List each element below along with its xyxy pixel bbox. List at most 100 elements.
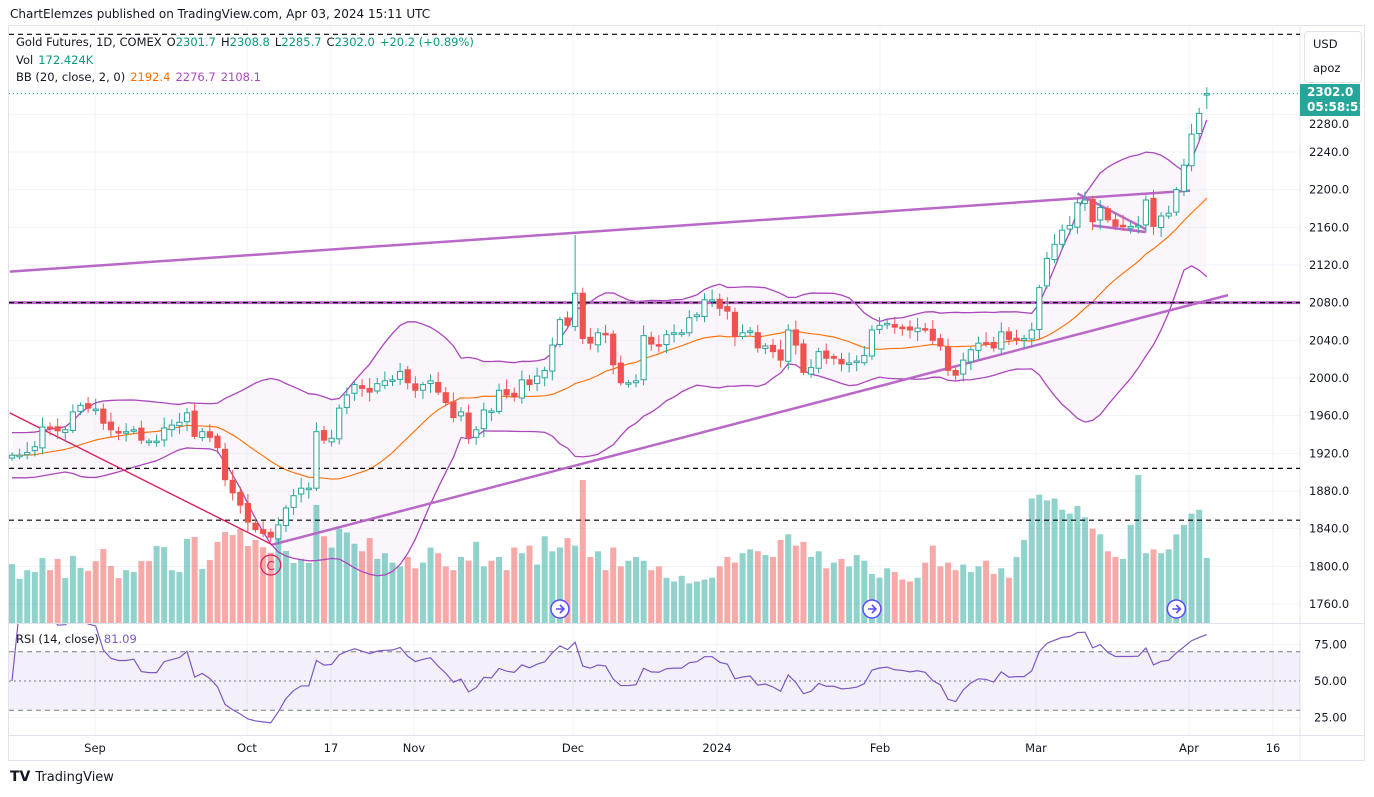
- volume-bar: [937, 566, 944, 623]
- candle-body: [1135, 224, 1142, 228]
- volume-bar: [389, 562, 396, 623]
- volume-bar: [876, 577, 883, 623]
- candle-body: [244, 502, 252, 523]
- candle-body: [69, 411, 76, 431]
- volume-bar: [572, 545, 579, 623]
- volume-bar: [770, 556, 776, 623]
- volume-bar: [564, 538, 571, 623]
- volume-bar: [9, 564, 15, 623]
- candle-body: [1097, 207, 1104, 221]
- candle-body: [785, 329, 792, 362]
- volume-bar: [640, 560, 647, 623]
- candle-body: [290, 495, 297, 508]
- candle-body: [1127, 225, 1134, 229]
- volume-bar: [1089, 528, 1096, 623]
- price-tick-label: 2280.0: [1309, 117, 1349, 131]
- candle-body: [846, 362, 853, 365]
- candle-body: [944, 346, 952, 371]
- volume-bar: [397, 566, 404, 623]
- volume-bar: [823, 568, 830, 623]
- candle-body: [594, 332, 602, 346]
- candle-body: [617, 362, 624, 384]
- candle-body: [579, 292, 586, 339]
- candle-body: [709, 299, 716, 302]
- candle-body: [853, 360, 860, 364]
- volume-bar: [1028, 498, 1035, 623]
- volume-bar: [153, 546, 160, 623]
- candle-body: [358, 385, 366, 389]
- trendline-rising-support: [271, 293, 1229, 546]
- volume-bar: [435, 553, 442, 623]
- rsi-line: [11, 624, 1207, 724]
- volume-bar: [39, 558, 46, 623]
- volume-bar: [967, 572, 974, 623]
- candle-body: [123, 431, 130, 434]
- candle-body: [663, 334, 670, 345]
- event-arrow-icon[interactable]: [862, 599, 882, 619]
- candle-body: [191, 410, 198, 437]
- candle-body: [686, 317, 693, 334]
- time-tick-label: Dec: [562, 741, 584, 755]
- candle-body: [199, 431, 206, 439]
- candle-body: [724, 306, 731, 312]
- volume-value: 172.424K: [38, 53, 94, 67]
- candle-body: [747, 330, 754, 333]
- volume-bar: [503, 570, 510, 623]
- volume-bar: [442, 566, 449, 623]
- volume-bar: [267, 552, 274, 623]
- price-tick-label: 2160.0: [1309, 220, 1349, 234]
- candle-body: [435, 382, 442, 393]
- footer-brand[interactable]: TV TradingView: [10, 769, 114, 785]
- candle-body: [176, 421, 183, 427]
- currency-unit-selector[interactable]: USD apoz: [1304, 31, 1362, 83]
- price-tick-label: 1920.0: [1309, 446, 1349, 460]
- volume-bar: [359, 551, 366, 623]
- candle-body: [518, 379, 525, 399]
- candle-body: [374, 383, 381, 392]
- price-tick-label: 2000.0: [1309, 371, 1349, 385]
- candle-body: [511, 392, 518, 398]
- volume-bar: [77, 567, 84, 623]
- volume-bar: [792, 545, 799, 623]
- rsi-tick-label: 75.00: [1314, 638, 1347, 652]
- volume-bar: [1142, 553, 1149, 623]
- candle-body: [549, 344, 556, 372]
- price-tick-label: 2200.0: [1309, 183, 1349, 197]
- arrow-right-icon: [555, 604, 566, 614]
- volume-bar: [16, 578, 23, 623]
- volume-bar: [1165, 549, 1172, 623]
- volume-bar: [693, 581, 700, 623]
- volume-bar: [518, 553, 525, 623]
- candle-body: [39, 426, 46, 449]
- candle-body: [336, 407, 343, 440]
- event-arrow-icon[interactable]: [550, 599, 570, 619]
- candle-body: [427, 380, 434, 384]
- candle-body: [929, 328, 936, 341]
- volume-bar: [92, 561, 99, 623]
- event-arrow-icon[interactable]: [1166, 599, 1187, 619]
- volume-bar: [214, 541, 221, 623]
- volume-bar: [161, 547, 168, 623]
- time-tick-label: 16: [1266, 741, 1281, 755]
- volume-bar: [800, 541, 807, 623]
- candle-body: [861, 354, 868, 364]
- volume-bar: [960, 564, 967, 623]
- volume-bar: [465, 560, 472, 623]
- volume-bar: [830, 562, 837, 623]
- volume-bar: [473, 541, 480, 623]
- bb-upper-value: 2276.7: [175, 70, 216, 84]
- candle-body: [351, 384, 358, 394]
- marker-c-label: C: [267, 559, 275, 573]
- candle-body: [815, 351, 822, 369]
- volume-bar: [138, 561, 145, 623]
- candle-body: [1203, 93, 1210, 96]
- volume-bar: [1196, 509, 1203, 623]
- time-tick-label: Mar: [1025, 741, 1047, 755]
- volume-bar: [709, 577, 716, 623]
- candle-body: [1043, 257, 1051, 287]
- candle-body: [107, 421, 115, 431]
- candle-body: [130, 429, 137, 432]
- candle-body: [701, 299, 708, 318]
- volume-bar: [282, 550, 289, 623]
